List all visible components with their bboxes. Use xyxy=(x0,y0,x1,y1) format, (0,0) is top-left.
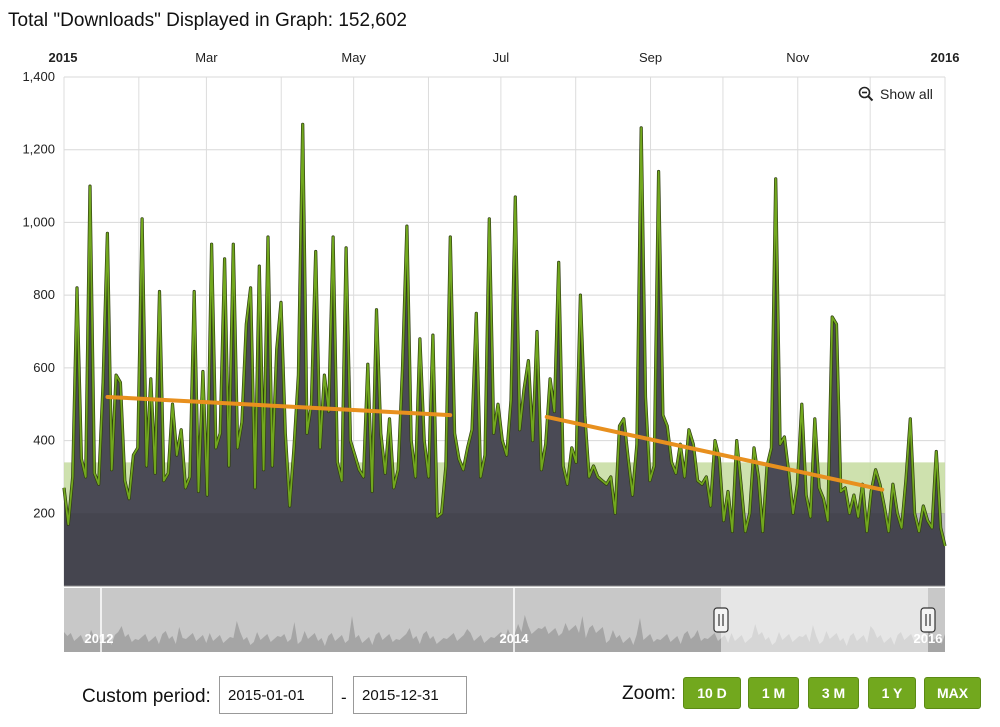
navigator-label: 2016 xyxy=(914,631,943,646)
x-tick-label: 2015 xyxy=(49,50,78,65)
start-date-input[interactable] xyxy=(219,676,333,714)
trend-line xyxy=(544,414,885,492)
y-tick-label: 1,400 xyxy=(22,69,55,84)
navigator-label: 2012 xyxy=(85,631,114,646)
show-all-label: Show all xyxy=(880,86,933,102)
x-tick-label: Jul xyxy=(493,50,510,65)
end-date-input[interactable] xyxy=(353,676,467,714)
y-tick-label: 800 xyxy=(33,287,55,302)
x-tick-label: Sep xyxy=(639,50,662,65)
navigator-selection xyxy=(721,588,928,652)
page-title: Total "Downloads" Displayed in Graph: 15… xyxy=(8,10,407,31)
y-axis: 1,400 1,200 1,000 800 600 400 200 xyxy=(22,69,55,520)
y-tick-label: 1,000 xyxy=(22,214,55,229)
x-tick-label: Nov xyxy=(786,50,810,65)
navigator-handle[interactable] xyxy=(713,607,729,633)
y-tick-label: 1,200 xyxy=(22,142,55,157)
x-axis: 2015 Mar May Jul Sep Nov 2016 xyxy=(49,50,960,65)
y-tick-label: 600 xyxy=(33,360,55,375)
trend-lines xyxy=(105,394,885,492)
x-tick-label: Mar xyxy=(195,50,218,65)
band-shade xyxy=(64,513,945,586)
show-all-button[interactable]: Show all xyxy=(858,86,933,102)
zoom-label: Zoom: xyxy=(622,683,676,704)
downloads-chart: 1,400 1,200 1,000 800 600 400 200 2015 Mar May Ju… xyxy=(22,50,960,652)
navigator-label: 2014 xyxy=(500,631,530,646)
y-tick-label: 400 xyxy=(33,433,55,448)
custom-period-label: Custom period: xyxy=(82,686,211,707)
zoom-10d-button[interactable]: 10 D xyxy=(683,677,741,709)
y-tick-label: 200 xyxy=(33,505,55,520)
zoom-1m-button[interactable]: 1 M xyxy=(748,677,799,709)
zoom-max-button[interactable]: MAX xyxy=(924,677,981,709)
series-area xyxy=(64,124,945,587)
date-separator: - xyxy=(341,688,347,707)
trend-line xyxy=(105,394,453,418)
downloads-area xyxy=(62,122,947,587)
zoom-3m-button[interactable]: 3 M xyxy=(808,677,859,709)
x-tick-label: May xyxy=(341,50,366,65)
navigator: 2012 2014 2016 xyxy=(64,588,945,652)
navigator-handle[interactable] xyxy=(920,607,936,633)
x-tick-label: 2016 xyxy=(931,50,960,65)
zoom-1y-button[interactable]: 1 Y xyxy=(868,677,916,709)
zoom-out-icon xyxy=(858,86,874,102)
